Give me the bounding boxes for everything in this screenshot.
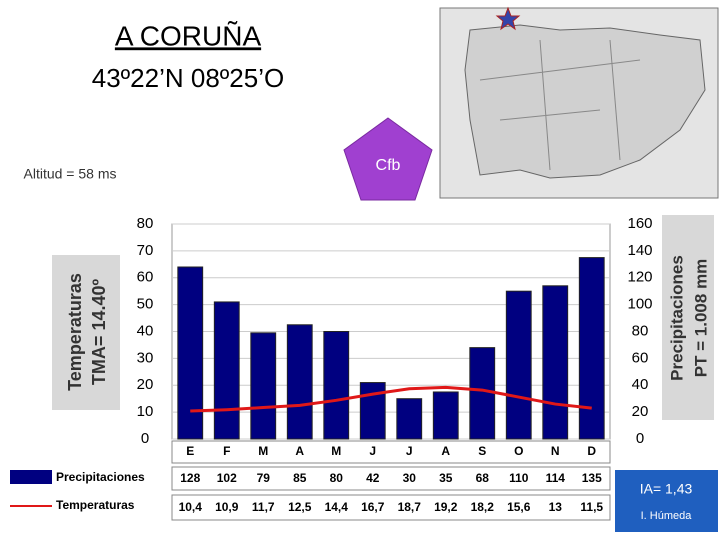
bar bbox=[396, 398, 423, 440]
table-value: 42 bbox=[366, 471, 380, 485]
y2-tick-label: 20 bbox=[632, 403, 649, 420]
y2-tick-label: 120 bbox=[627, 269, 652, 286]
x-tick-label: O bbox=[514, 444, 523, 458]
x-tick-label: S bbox=[478, 444, 486, 458]
y-tick-label: 0 bbox=[141, 430, 149, 447]
x-tick-label: E bbox=[186, 444, 194, 458]
table-value: 14,4 bbox=[325, 500, 349, 514]
bar bbox=[286, 324, 313, 440]
table-row bbox=[171, 440, 611, 464]
bar bbox=[578, 257, 605, 440]
table-value: 19,2 bbox=[434, 500, 458, 514]
table-value: 68 bbox=[476, 471, 490, 485]
table-value: 35 bbox=[439, 471, 453, 485]
table-row bbox=[171, 466, 611, 491]
x-tick-label: F bbox=[223, 444, 230, 458]
table-value: 80 bbox=[330, 471, 344, 485]
y2-label: Precipitaciones bbox=[667, 255, 686, 381]
legend-label: Precipitaciones bbox=[56, 470, 145, 484]
aridity-index: IA= 1,43 bbox=[640, 481, 693, 497]
climate-badge bbox=[343, 117, 433, 201]
y2-tick-label: 140 bbox=[627, 242, 652, 259]
table-value: 128 bbox=[180, 471, 200, 485]
table-value: 114 bbox=[546, 471, 566, 485]
y-tick-label: 60 bbox=[137, 269, 154, 286]
climate-code: Cfb bbox=[376, 157, 401, 174]
y-label: TMA= 14.40º bbox=[89, 279, 109, 386]
y-tick-label: 20 bbox=[137, 376, 154, 393]
bar bbox=[359, 382, 386, 440]
legend-label: Temperaturas bbox=[56, 498, 135, 512]
x-tick-label: A bbox=[441, 444, 450, 458]
x-tick-label: M bbox=[331, 444, 341, 458]
table-value: 11,5 bbox=[580, 500, 603, 514]
title: A CORUÑA bbox=[115, 20, 262, 51]
y2-tick-label: 80 bbox=[632, 322, 649, 339]
line bbox=[190, 385, 592, 413]
x-tick-label: M bbox=[258, 444, 268, 458]
table-value: 79 bbox=[257, 471, 271, 485]
table-value: 11,7 bbox=[252, 500, 275, 514]
table-value: 12,5 bbox=[288, 500, 312, 514]
map bbox=[439, 6, 719, 199]
table-value: 110 bbox=[509, 471, 529, 485]
x-tick-label: J bbox=[369, 444, 376, 458]
bar bbox=[432, 391, 459, 440]
y2-tick-label: 40 bbox=[632, 376, 649, 393]
bar bbox=[177, 266, 204, 440]
y-tick-label: 50 bbox=[137, 296, 154, 313]
table-value: 102 bbox=[217, 471, 237, 485]
table-value: 85 bbox=[293, 471, 307, 485]
y2-tick-label: 100 bbox=[627, 296, 652, 313]
coords: 43º22’N 08º25’O bbox=[92, 63, 284, 93]
y2-label: PT = 1.008 mm bbox=[691, 259, 710, 378]
bar bbox=[213, 301, 240, 440]
table-value: 10,4 bbox=[179, 500, 203, 514]
aridity-box bbox=[615, 470, 718, 532]
bar bbox=[250, 332, 277, 440]
table-value: 15,6 bbox=[507, 500, 531, 514]
table-value: 135 bbox=[582, 471, 602, 485]
table-value: 18,2 bbox=[471, 500, 495, 514]
x-tick-label: J bbox=[406, 444, 413, 458]
table-value: 18,7 bbox=[398, 500, 422, 514]
y-tick-label: 80 bbox=[137, 215, 154, 232]
table-value: 16,7 bbox=[361, 500, 385, 514]
table-value: 10,9 bbox=[215, 500, 239, 514]
y2-tick-label: 60 bbox=[632, 349, 649, 366]
x-tick-label: N bbox=[551, 444, 560, 458]
y2-tick-label: 0 bbox=[636, 430, 644, 447]
aridity-label: I. Húmeda bbox=[641, 510, 693, 522]
altitude: Altitud = 58 ms bbox=[24, 166, 117, 182]
y-label-box bbox=[52, 255, 120, 410]
y-label: Temperaturas bbox=[65, 273, 85, 391]
y-tick-label: 70 bbox=[137, 242, 154, 259]
bar bbox=[505, 290, 532, 440]
x-tick-label: D bbox=[587, 444, 596, 458]
x-tick-label: A bbox=[295, 444, 304, 458]
table-row bbox=[171, 494, 611, 521]
y-tick-label: 40 bbox=[137, 322, 154, 339]
table-value: 13 bbox=[549, 500, 563, 514]
y-tick-label: 30 bbox=[137, 349, 154, 366]
bar bbox=[469, 347, 496, 440]
y2-label-box bbox=[662, 215, 714, 420]
y2-tick-label: 160 bbox=[627, 215, 652, 232]
bar bbox=[323, 331, 350, 440]
table-value: 30 bbox=[403, 471, 417, 485]
y-tick-label: 10 bbox=[137, 403, 154, 420]
bar bbox=[542, 285, 569, 440]
legend-swatch bbox=[10, 470, 52, 484]
